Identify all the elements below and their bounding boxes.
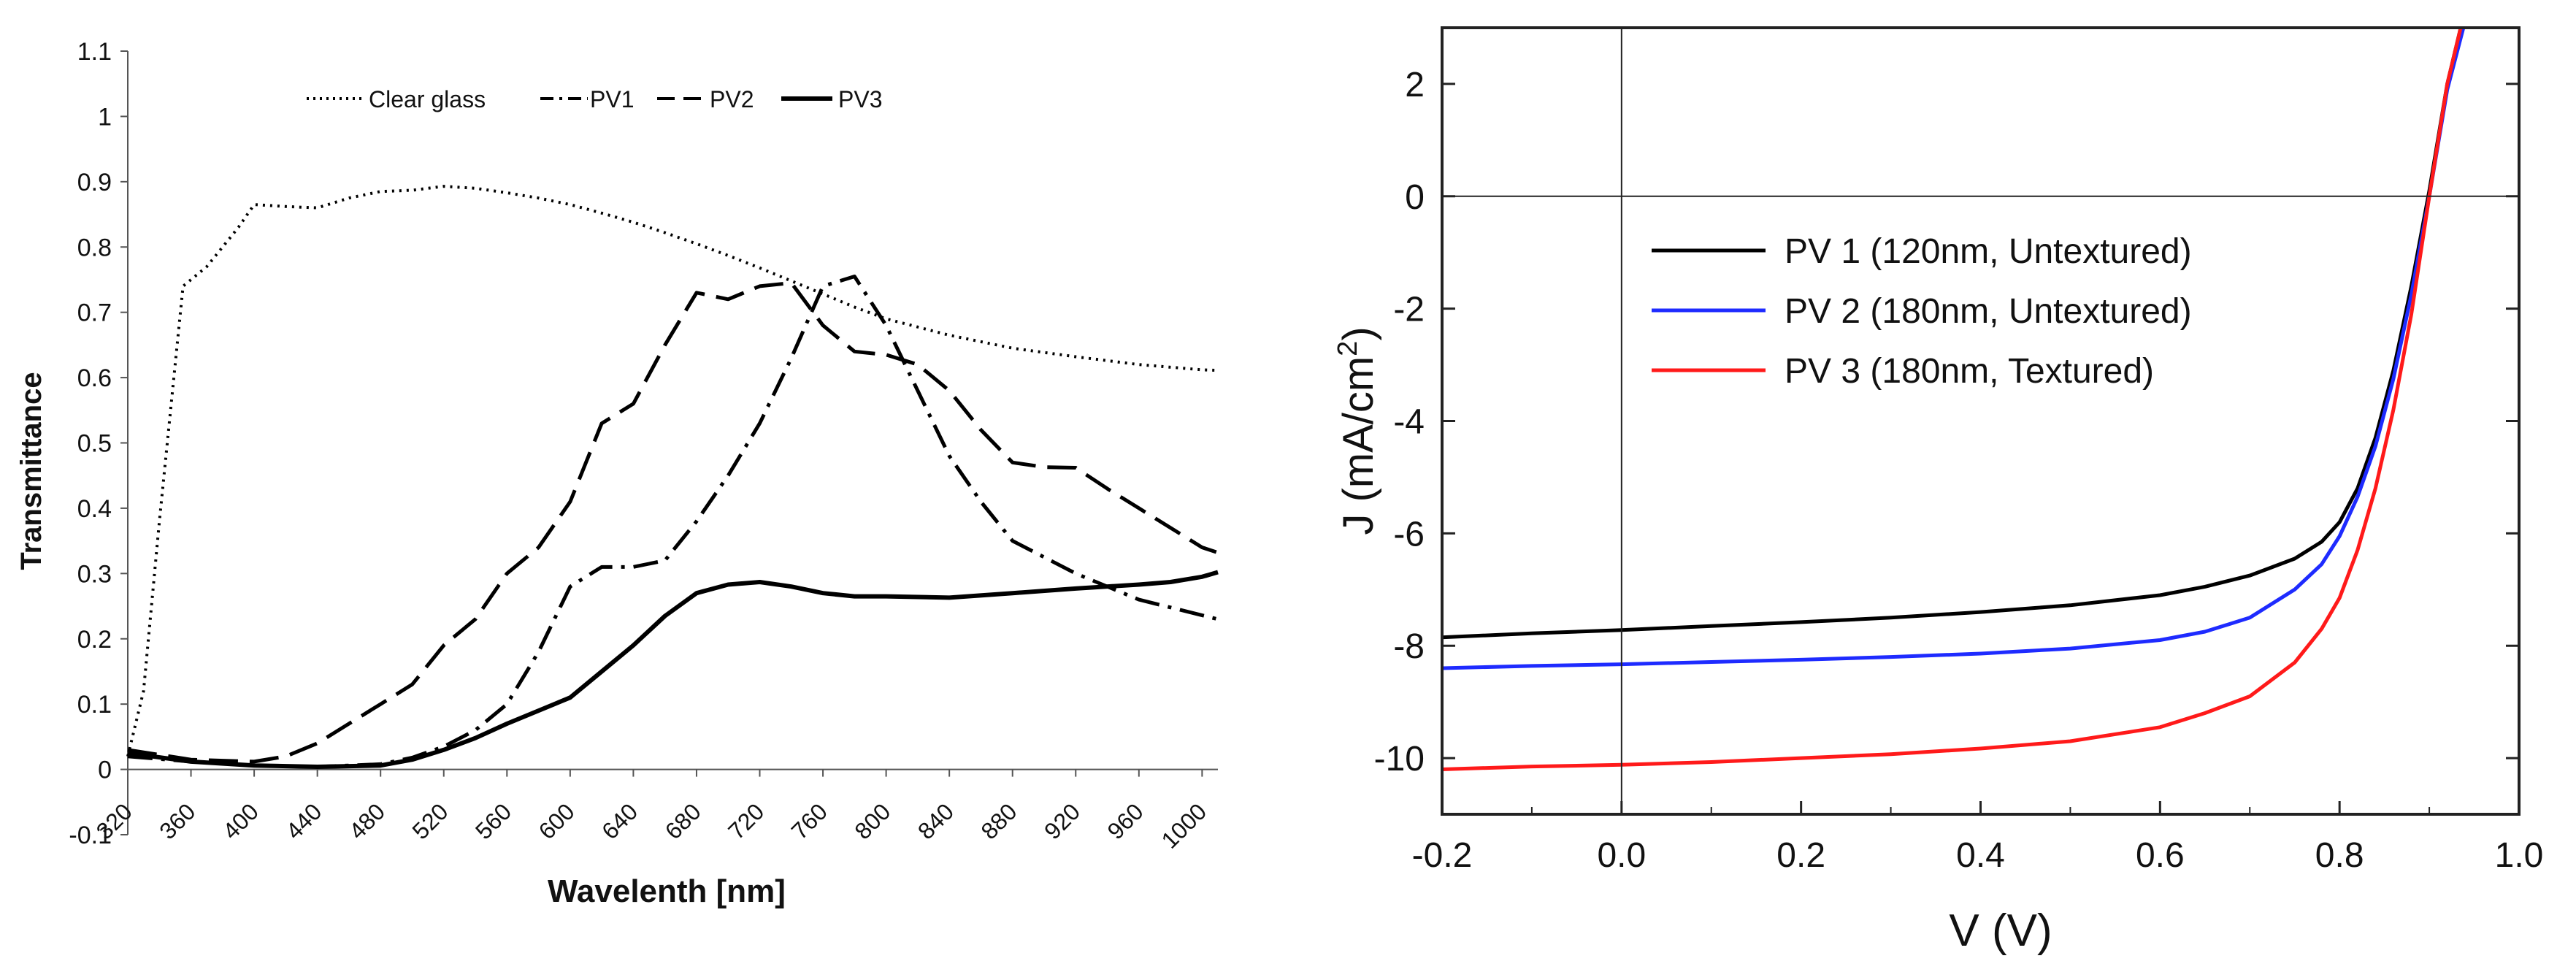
transmittance-legend-label: PV2 [710,86,754,112]
jv-axes [1441,26,2521,816]
jv-y-axis-label: J (mA/cm2) [1333,326,1382,535]
transmittance-series-line-pv1 [127,275,1219,769]
transmittance-y-tick-label: -0.1 [69,822,112,849]
jv-x-axis-label: V (V) [1949,906,2052,956]
jv-chart: 2 0 -2 -4 -6 -8 -10 -0.2 0.0 0.2 0.4 0.6 0.8 1.0 PV 1… [1333,26,2544,956]
transmittance-series-line-clear-glass [126,185,1219,757]
transmittance-y-tick-label: 0.8 [77,234,112,261]
transmittance-series [126,185,1219,769]
transmittance-axes [120,50,1218,835]
transmittance-legend: Clear glass PV1 PV2 PV3 [307,86,882,112]
transmittance-series-line-pv3 [127,570,1219,769]
transmittance-y-tick-label: 0.4 [77,495,112,523]
jv-x-tick-label: 0.8 [2315,836,2364,875]
jv-y-tick-label: 0 [1405,178,1425,217]
transmittance-y-tick-label: 0 [98,757,112,784]
transmittance-y-tick-label: 0.3 [77,560,112,588]
jv-series-line-pv3 [1441,27,2463,771]
transmittance-y-tick-label: 1.1 [77,38,112,66]
transmittance-y-axis-label: Transmittance [15,372,47,570]
transmittance-legend-label: Clear glass [369,86,486,112]
jv-x-tick-label: 0.2 [1776,836,1825,875]
transmittance-y-tick-label: 1 [98,103,112,131]
jv-legend-label: PV 2 (180nm, Untextured) [1785,292,2192,331]
jv-x-tick-label: 0.6 [2136,836,2185,875]
jv-series-line-pv2 [1441,27,2466,670]
jv-y-tick-label: -8 [1393,627,1425,666]
jv-x-tick-label: -0.2 [1412,836,1473,875]
jv-y-tick-label: -2 [1393,291,1425,329]
transmittance-series-line-pv2 [127,280,1219,764]
jv-legend: PV 1 (120nm, Untextured) PV 2 (180nm, Unt… [1652,232,2192,391]
transmittance-y-tick-label: 0.5 [77,430,112,458]
jv-tick-labels: 2 0 -2 -4 -6 -8 -10 -0.2 0.0 0.2 0.4 0.6 0.8 1.0 [1374,66,2544,875]
jv-legend-label: PV 1 (120nm, Untextured) [1785,232,2192,271]
jv-x-tick-label: 0.4 [1956,836,2005,875]
transmittance-y-tick-label: 0.7 [77,299,112,327]
jv-legend-label: PV 3 (180nm, Textured) [1785,352,2154,391]
jv-y-tick-label: -10 [1374,740,1425,778]
jv-y-axis-label-suffix: ) [1335,326,1382,340]
transmittance-legend-label: PV1 [590,86,634,112]
transmittance-y-tick-label: 0.2 [77,626,112,654]
jv-y-axis-label-main: J (mA/cm [1335,356,1382,535]
transmittance-y-tick-label: 0.1 [77,691,112,719]
jv-y-tick-label: -6 [1393,515,1425,554]
transmittance-y-tick-label: 0.9 [77,169,112,196]
transmittance-legend-label: PV3 [838,86,882,112]
jv-x-tick-label: 1.0 [2495,836,2544,875]
transmittance-x-axis-label: Wavelenth [nm] [548,873,786,909]
transmittance-y-tick-label: 0.6 [77,364,112,392]
jv-y-axis-label-superscript: 2 [1333,341,1363,356]
jv-y-tick-label: -4 [1393,403,1425,442]
jv-x-tick-label: 0.0 [1597,836,1646,875]
jv-series [1441,27,2466,771]
jv-y-tick-label: 2 [1405,66,1425,104]
